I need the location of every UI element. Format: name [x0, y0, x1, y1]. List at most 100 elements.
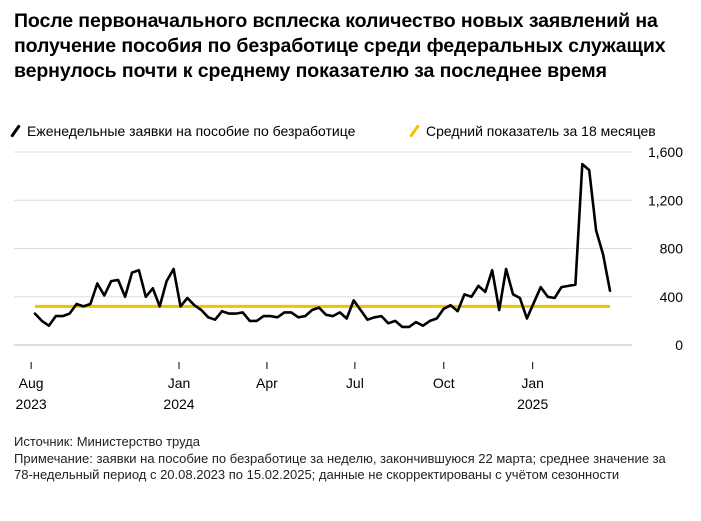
- data-point: [463, 293, 466, 296]
- data-point: [41, 320, 43, 322]
- y-tick-label: 0: [675, 337, 683, 353]
- data-point: [269, 315, 272, 317]
- data-point: [144, 295, 147, 298]
- data-point: [345, 317, 348, 320]
- x-tick-label: Apr: [256, 375, 278, 391]
- x-tick-year-label: 2023: [16, 396, 47, 412]
- data-point: [186, 297, 189, 299]
- data-point: [214, 318, 217, 321]
- weekly-claims-line: [33, 162, 612, 329]
- data-point: [332, 315, 334, 317]
- data-point: [325, 313, 327, 316]
- data-point: [435, 317, 438, 320]
- data-point: [207, 316, 210, 319]
- data-point: [498, 309, 501, 311]
- data-point: [505, 268, 507, 270]
- footnote: Примечание: заявки на пособие по безрабо…: [14, 450, 666, 483]
- chart-title: После первоначального всплеска количеств…: [14, 10, 666, 82]
- data-point: [352, 299, 355, 302]
- legend-item-average: Средний показатель за 18 месяцев: [409, 122, 656, 140]
- line-chart: 0 400 800 1,200 1,600 Aug 2023 Jan 2024 Apr Jul Oct…: [14, 144, 684, 412]
- data-point: [512, 293, 514, 296]
- data-point: [373, 316, 376, 319]
- data-point: [131, 271, 133, 274]
- data-point: [602, 253, 604, 256]
- data-point: [297, 316, 300, 319]
- data-point: [124, 295, 126, 298]
- data-point: [567, 285, 570, 287]
- data-point: [595, 229, 597, 232]
- legend-label-weekly: Еженедельные заявки на пособие по безраб…: [27, 123, 356, 139]
- data-point: [429, 320, 431, 322]
- data-point: [193, 304, 196, 307]
- data-point: [574, 283, 577, 286]
- x-tick-label: Jan: [521, 375, 544, 391]
- data-point: [532, 301, 535, 304]
- data-point: [96, 282, 99, 285]
- y-tick-label: 1,200: [648, 192, 683, 208]
- data-point: [380, 315, 383, 317]
- data-point: [359, 309, 362, 311]
- data-point: [61, 315, 64, 317]
- data-point: [394, 320, 397, 322]
- data-point: [311, 309, 313, 311]
- data-point: [318, 306, 320, 309]
- x-tick-label: Aug: [19, 375, 44, 391]
- data-point: [54, 315, 57, 317]
- data-point: [276, 316, 279, 319]
- data-point: [338, 311, 341, 314]
- data-point: [138, 269, 140, 272]
- data-point: [304, 315, 307, 317]
- data-point: [401, 326, 404, 328]
- x-tick-label: Oct: [433, 375, 455, 391]
- data-point: [609, 289, 611, 292]
- data-point: [581, 163, 584, 166]
- data-point: [456, 310, 459, 313]
- data-point: [68, 312, 71, 315]
- data-point: [235, 312, 237, 315]
- data-point: [75, 303, 78, 305]
- data-point: [221, 310, 223, 313]
- data-point: [491, 269, 494, 272]
- data-point: [103, 294, 106, 297]
- x-tick-year-label: 2025: [517, 396, 548, 412]
- x-tick-label: Jul: [346, 375, 364, 391]
- data-point: [546, 295, 549, 298]
- y-tick-label: 400: [660, 289, 684, 305]
- data-point: [560, 286, 563, 288]
- legend-item-weekly: Еженедельные заявки на пособие по безраб…: [10, 122, 356, 140]
- data-point: [248, 320, 251, 322]
- data-point: [158, 305, 161, 308]
- data-point: [449, 304, 452, 307]
- x-tick-label: Jan: [168, 375, 191, 391]
- legend-label-average: Средний показатель за 18 месяцев: [426, 123, 656, 139]
- data-point: [262, 315, 265, 317]
- data-point: [283, 311, 286, 314]
- data-point: [48, 324, 50, 327]
- data-point: [477, 285, 480, 287]
- data-point: [117, 279, 119, 281]
- data-point: [366, 318, 369, 321]
- data-point: [553, 297, 556, 299]
- footer: Источник: Министерство труда Примечание:…: [14, 434, 674, 484]
- data-point: [519, 297, 521, 299]
- data-point: [228, 312, 230, 315]
- data-point: [422, 324, 424, 327]
- data-point: [539, 286, 542, 288]
- source-note: Источник: Министерство труда: [14, 434, 200, 449]
- data-point: [484, 291, 487, 293]
- x-tick-year-label: 2024: [163, 396, 194, 412]
- data-point: [387, 322, 390, 325]
- data-point: [151, 287, 154, 290]
- data-point: [179, 305, 182, 308]
- data-point: [470, 295, 473, 298]
- data-point: [526, 317, 528, 320]
- data-point: [241, 311, 244, 314]
- data-point: [165, 280, 168, 282]
- data-point: [588, 169, 591, 172]
- data-point: [255, 320, 258, 322]
- data-point: [290, 311, 293, 314]
- data-point: [415, 321, 417, 323]
- y-tick-label: 800: [660, 241, 684, 257]
- data-point: [408, 326, 410, 328]
